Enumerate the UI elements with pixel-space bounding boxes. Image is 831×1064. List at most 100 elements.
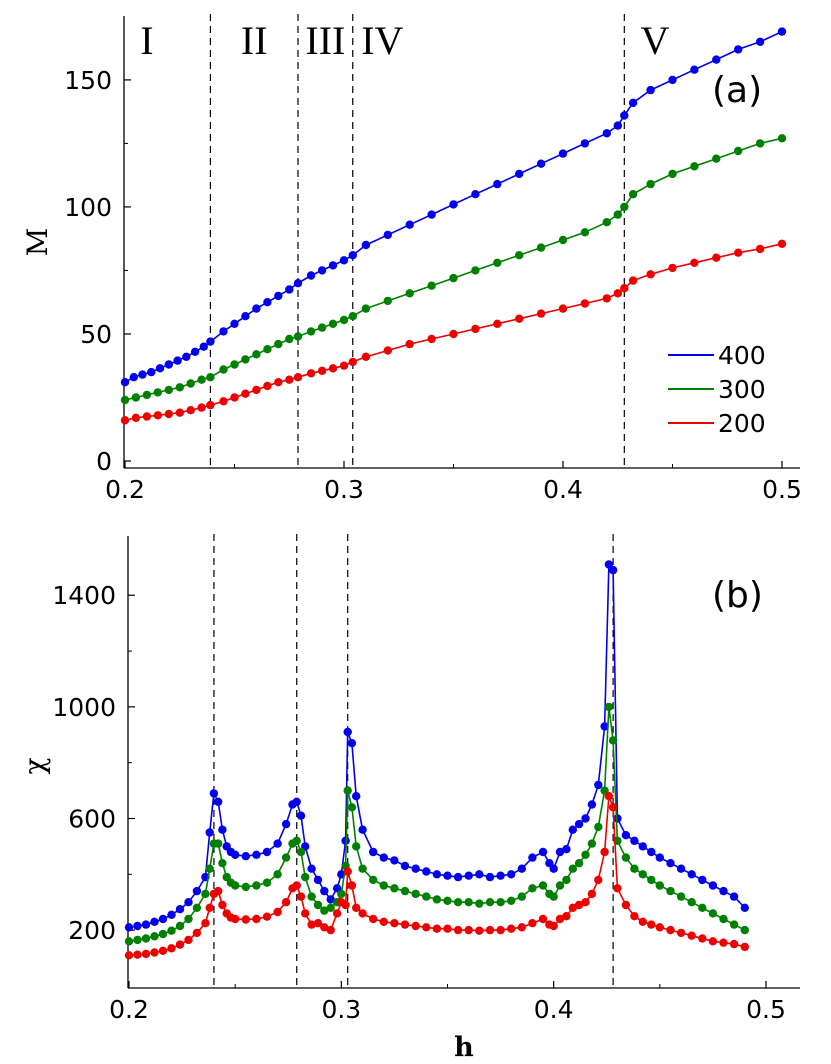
data-point-300 — [646, 179, 655, 189]
data-point-200 — [306, 369, 316, 378]
data-point-300 — [613, 210, 622, 219]
region-label: I — [140, 18, 153, 63]
data-point-300 — [292, 836, 301, 845]
data-point-400 — [241, 852, 250, 861]
data-point-200 — [328, 364, 338, 373]
data-point-300 — [558, 235, 568, 245]
data-point-200 — [352, 903, 361, 912]
data-point-200 — [347, 881, 357, 890]
data-point-200 — [528, 919, 537, 928]
data-point-400 — [241, 312, 250, 321]
data-point-300 — [230, 360, 239, 369]
data-point-300 — [285, 334, 294, 344]
x-tick-label: 0.5 — [746, 995, 786, 1024]
data-point-400 — [147, 367, 156, 377]
data-point-300 — [549, 892, 558, 901]
data-point-200 — [613, 289, 622, 298]
data-point-400 — [568, 825, 577, 834]
data-point-200 — [390, 919, 399, 928]
data-point-300 — [449, 273, 458, 283]
data-point-200 — [581, 898, 590, 907]
data-point-400 — [347, 739, 357, 748]
data-point-300 — [218, 859, 227, 868]
data-point-300 — [317, 323, 327, 332]
data-point-300 — [274, 339, 283, 349]
data-point-400 — [594, 780, 603, 790]
data-point-400 — [638, 842, 647, 851]
data-point-200 — [432, 924, 442, 933]
data-point-300 — [432, 895, 442, 904]
data-point-200 — [192, 928, 202, 938]
data-point-400 — [666, 859, 675, 868]
data-point-300 — [219, 365, 228, 374]
data-point-200 — [621, 900, 631, 910]
data-point-200 — [638, 917, 647, 926]
data-point-400 — [443, 871, 452, 880]
y-tick-label: 600 — [68, 805, 116, 834]
data-point-400 — [493, 179, 502, 189]
legend-entry: 400 — [718, 341, 766, 370]
data-point-200 — [613, 884, 622, 893]
data-point-400 — [281, 819, 291, 829]
data-point-200 — [241, 389, 250, 398]
x-tick-label: 0.3 — [321, 995, 361, 1024]
data-point-400 — [206, 337, 215, 346]
data-point-300 — [252, 881, 261, 890]
data-point-300 — [205, 864, 214, 873]
data-point-400 — [471, 190, 480, 199]
data-point-200 — [292, 881, 301, 890]
data-point-300 — [241, 882, 250, 892]
legend-entry: 200 — [718, 409, 766, 438]
y-tick-label: 1000 — [52, 693, 116, 722]
data-point-400 — [182, 352, 191, 361]
data-point-400 — [252, 304, 261, 313]
data-point-400 — [698, 875, 707, 885]
data-point-300 — [507, 896, 516, 905]
data-point-200 — [411, 921, 420, 931]
data-point-200 — [219, 397, 228, 406]
data-point-300 — [175, 383, 184, 392]
data-point-400 — [313, 875, 323, 885]
data-point-200 — [517, 923, 526, 932]
data-point-200 — [549, 921, 558, 931]
x-tick-label: 0.5 — [762, 475, 802, 504]
data-point-400 — [274, 291, 283, 301]
data-point-400 — [400, 861, 410, 871]
data-point-400 — [608, 565, 618, 575]
y-tick-label: 100 — [64, 193, 112, 222]
data-point-300 — [475, 899, 484, 908]
data-point-200 — [263, 381, 272, 391]
data-point-400 — [348, 251, 357, 260]
data-point-400 — [307, 864, 316, 873]
y-tick-label: 200 — [68, 916, 116, 945]
data-point-400 — [296, 811, 306, 820]
region-label: V — [641, 18, 670, 63]
data-point-300 — [301, 872, 310, 882]
data-point-400 — [209, 789, 219, 798]
data-point-200 — [206, 400, 215, 410]
data-point-300 — [347, 803, 357, 812]
data-point-300 — [231, 881, 240, 890]
data-point-300 — [411, 889, 420, 899]
data-point-400 — [613, 814, 622, 823]
data-point-400 — [218, 825, 227, 834]
data-point-400 — [352, 792, 361, 801]
data-point-200 — [507, 924, 516, 933]
data-point-300 — [443, 896, 452, 905]
data-point-300 — [427, 281, 436, 290]
data-point-200 — [339, 361, 349, 370]
data-point-400 — [687, 870, 696, 879]
data-point-200 — [734, 248, 743, 257]
data-point-200 — [666, 925, 675, 935]
x-tick-label: 0.2 — [105, 475, 145, 504]
data-point-400 — [668, 75, 677, 85]
series-line-400 — [124, 30, 783, 383]
x-tick-label: 0.2 — [109, 995, 149, 1024]
data-point-300 — [124, 937, 134, 946]
data-point-300 — [740, 925, 749, 935]
y-tick-label: 1400 — [52, 581, 116, 610]
y-tick-label: 50 — [80, 320, 112, 349]
data-point-200 — [358, 909, 367, 918]
